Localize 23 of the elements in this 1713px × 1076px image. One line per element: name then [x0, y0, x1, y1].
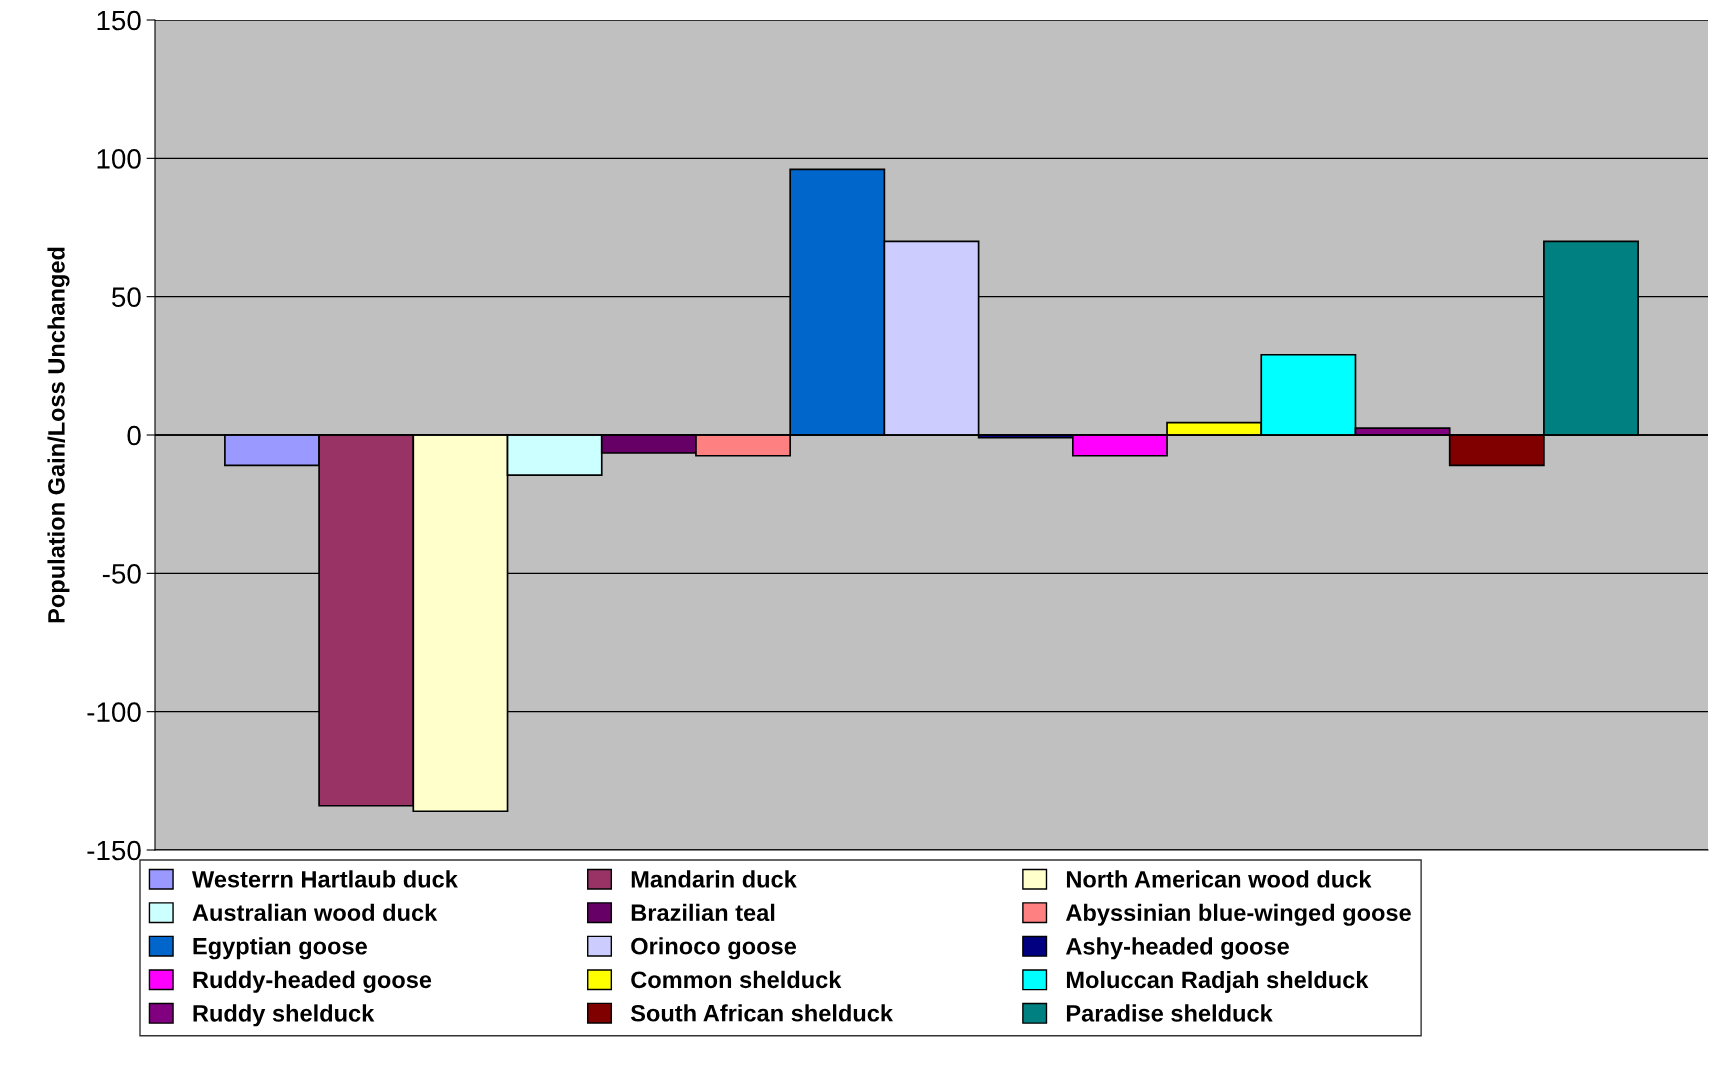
legend-label: Ruddy-headed goose — [193, 970, 432, 993]
legend-label: Abyssinian blue-winged goose — [1065, 903, 1411, 926]
legend-label: Common shelduck — [631, 970, 842, 989]
y-tick-label: 150 — [97, 10, 141, 31]
y-tick-label: -150 — [87, 840, 141, 861]
legend-label: Mandarin duck — [631, 870, 797, 888]
y-tick-label: -100 — [87, 702, 141, 723]
legend-label: Paradise shelduck — [1066, 1004, 1273, 1022]
y-tick-label: -50 — [102, 564, 141, 584]
legend-label: Moluccan Radjah shelduck — [1066, 970, 1369, 993]
legend-label: North American wood duck — [1066, 870, 1372, 888]
legend-label: Brazilian teal — [631, 903, 775, 922]
legend-label: Australian wood duck — [192, 903, 438, 922]
legend-label: Ashy-headed goose — [1065, 937, 1289, 960]
legend-label: Westerrn Hartlaub duck — [191, 870, 458, 888]
y-tick-label: 100 — [97, 149, 141, 169]
y-axis-title: Population Gain/Loss Unchanged — [47, 247, 70, 623]
legend-label: South African shelduck — [630, 1004, 894, 1022]
y-tick-label: 0 — [127, 425, 141, 446]
legend-label: Egyptian goose — [193, 937, 367, 960]
legend-label: Ruddy shelduck — [193, 1004, 375, 1027]
y-tick-label: 50 — [112, 287, 141, 308]
legend-label: Orinoco goose — [631, 937, 797, 960]
